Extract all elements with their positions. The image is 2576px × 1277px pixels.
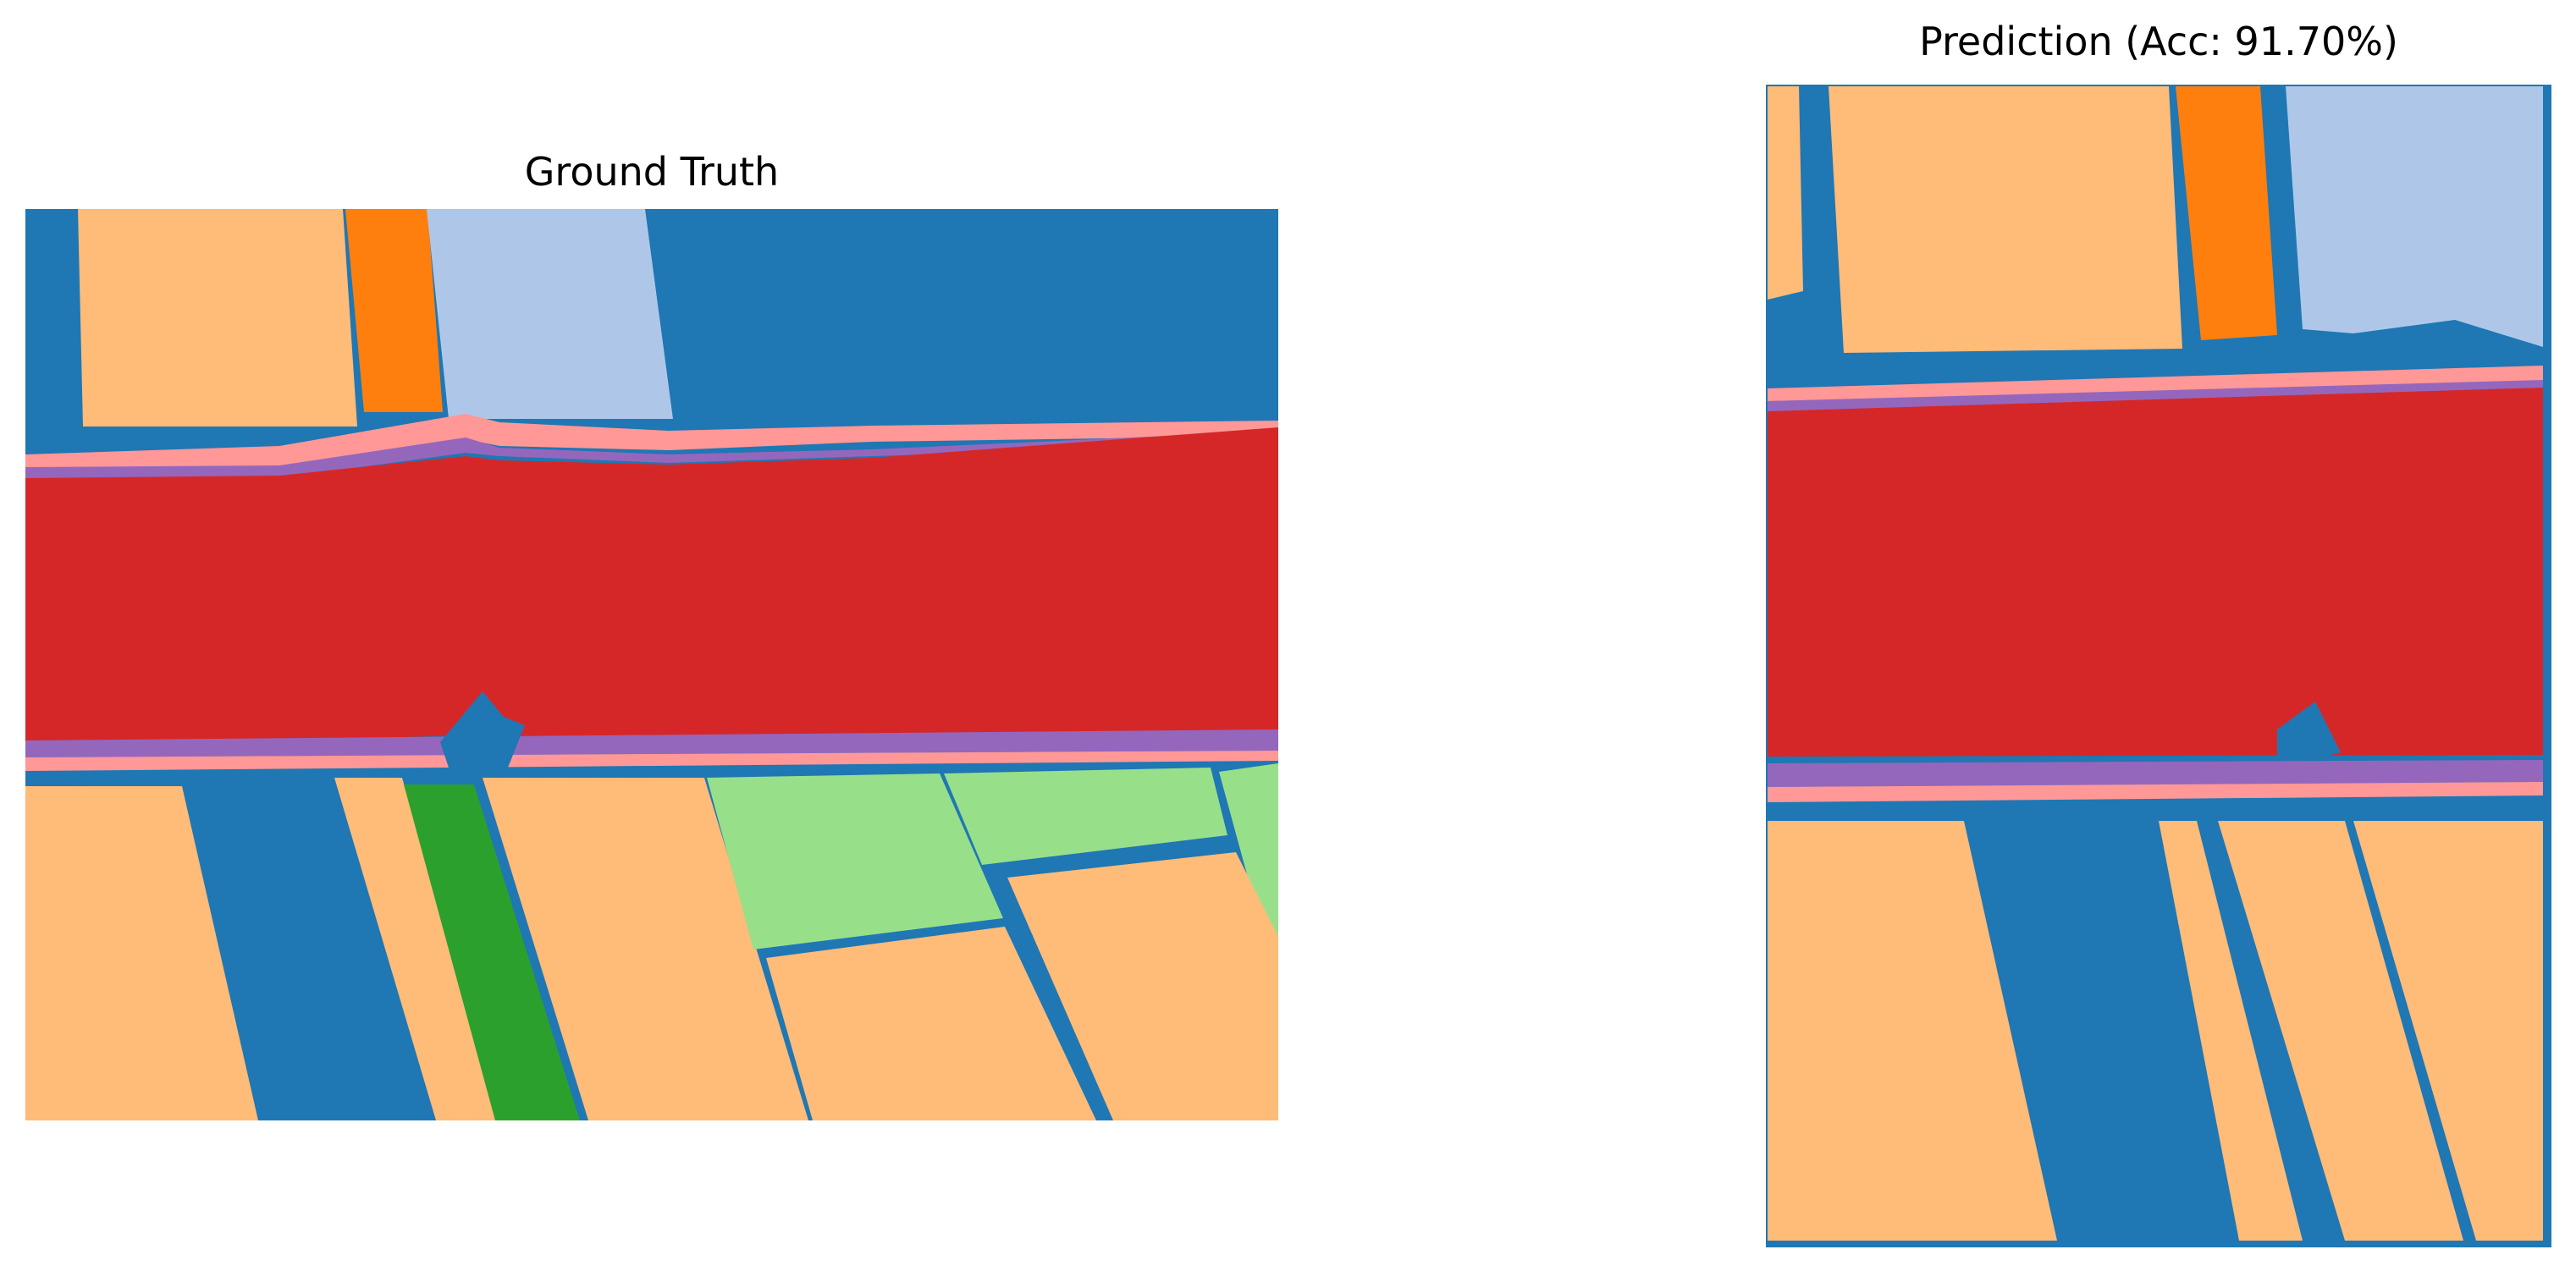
field-top-lightblue (427, 209, 673, 419)
lower-bank-purple (25, 729, 1278, 757)
field-bottom-5 (1007, 852, 1278, 1120)
field-bottom-left (1768, 821, 2057, 1241)
field-bottom-center (2159, 821, 2303, 1241)
upper-bank-purple (25, 431, 1278, 478)
upper-bank-pink (1768, 366, 2543, 401)
field-bottom-right-2 (2353, 821, 2543, 1241)
river-outlet-structure (440, 691, 525, 768)
field-top-lightblue (2286, 86, 2543, 347)
ground-truth-title: Ground Truth (524, 149, 780, 195)
field-top-orange (345, 209, 443, 412)
lower-bank-separator (1768, 802, 2543, 819)
field-bottom-lightgreen-2 (944, 768, 1227, 865)
field-top-left (78, 209, 357, 427)
river-outlet-structure (2277, 702, 2341, 769)
field-bottom-right-1 (2218, 821, 2463, 1241)
upper-bank-purple (1768, 380, 2543, 411)
field-bottom-4 (766, 927, 1096, 1120)
field-top-orange (2176, 86, 2277, 340)
field-bottom-3 (483, 778, 808, 1120)
field-top-left-strip (1768, 86, 1803, 300)
river-region (1768, 388, 2543, 757)
field-bottom-lightgreen-1 (707, 773, 1003, 949)
lower-bank-pink (25, 751, 1278, 771)
upper-bank-pink (25, 414, 1278, 467)
prediction-segmentation-map (1761, 80, 2557, 1252)
field-bottom-1 (25, 786, 258, 1120)
field-top-peach (1829, 86, 2182, 353)
field-bottom-green (404, 784, 580, 1120)
field-bottom-2 (334, 778, 499, 1120)
prediction-title: Prediction (Acc: 91.70%) (1919, 19, 2398, 64)
lower-bank-purple (1768, 760, 2543, 787)
ground-truth-segmentation-map (25, 209, 1278, 1120)
field-bottom-lightgreen-3 (1219, 763, 1278, 937)
lower-bank-pink (1768, 782, 2543, 802)
river-region (25, 427, 1278, 751)
